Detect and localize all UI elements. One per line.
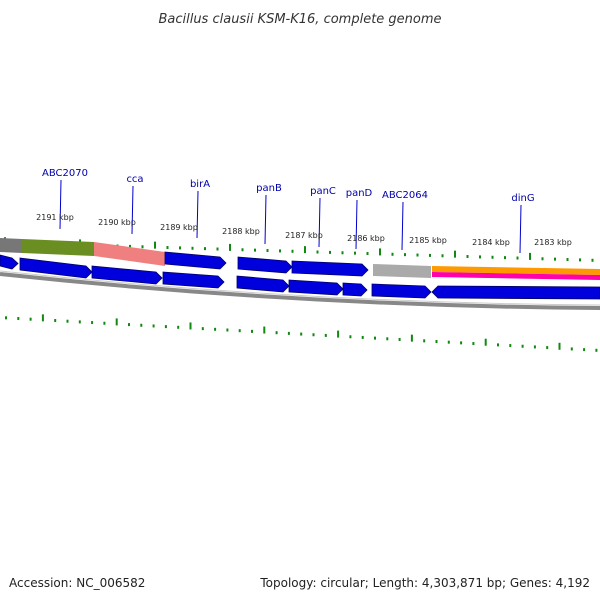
gene-lower-2 xyxy=(91,265,163,285)
kbp-label: 2191 kbp xyxy=(36,213,74,222)
gene-label-abc2070: ABC2070 xyxy=(42,168,88,179)
label-line-ding xyxy=(519,204,522,254)
kbp-label: 2185 kbp xyxy=(409,236,447,245)
label-line-cca xyxy=(131,185,134,235)
label-line-panb xyxy=(264,194,267,245)
gene-track xyxy=(0,251,600,300)
label-line-pand xyxy=(355,199,358,250)
backbone-line xyxy=(0,272,600,310)
label-line-abc2070 xyxy=(59,179,62,230)
backbone-highlight xyxy=(0,270,600,306)
gene-lower-3 xyxy=(162,271,225,289)
kbp-label: 2183 kbp xyxy=(534,238,572,247)
kbp-label: 2184 kbp xyxy=(472,238,510,247)
feature-gray-left xyxy=(0,238,22,253)
inner-tick-track xyxy=(5,314,598,352)
accession-text: Accession: NC_006582 xyxy=(9,576,146,590)
gene-label-lines xyxy=(59,179,522,254)
label-line-abc2064 xyxy=(401,201,404,251)
gene-labels: ABC2070 cca birA panB panC panD ABC2064 dinG xyxy=(42,168,535,204)
gene-birA-upper xyxy=(164,251,227,270)
feature-track xyxy=(0,238,600,280)
kbp-labels: 2191 kbp 2190 kbp 2189 kbp 2188 kbp 2187 kbp… xyxy=(36,213,572,247)
kbp-label: 2188 kbp xyxy=(222,227,260,236)
gene-dinG xyxy=(431,285,600,300)
gene-panC-upper xyxy=(291,260,369,277)
gene-lower-6 xyxy=(342,282,368,297)
gene-label-pand: panD xyxy=(346,188,373,199)
gene-label-ding: dinG xyxy=(511,193,534,204)
feature-green xyxy=(22,239,94,256)
gene-label-bira: birA xyxy=(190,179,210,190)
gene-lower-5 xyxy=(288,279,344,296)
label-line-bira xyxy=(196,190,199,239)
feature-magenta xyxy=(432,272,600,280)
label-line-panc xyxy=(318,197,321,248)
gene-label-abc2064: ABC2064 xyxy=(382,190,428,201)
gene-label-panb: panB xyxy=(256,183,282,194)
genome-summary-text: Topology: circular; Length: 4,303,871 bp… xyxy=(260,576,590,590)
gene-panB-upper xyxy=(237,256,293,274)
gene-lower-1 xyxy=(19,257,93,279)
kbp-label: 2189 kbp xyxy=(160,223,198,232)
feature-pink xyxy=(94,242,165,266)
map-title: Bacillus clausii KSM-K16, complete genom… xyxy=(158,12,441,27)
gene-lower-4 xyxy=(236,275,290,293)
gene-left-upper xyxy=(0,254,19,270)
gene-label-cca: cca xyxy=(126,174,143,185)
gene-lower-7 xyxy=(371,283,432,299)
kbp-label: 2186 kbp xyxy=(347,234,385,243)
backbone xyxy=(0,270,600,310)
feature-gray xyxy=(373,264,431,278)
kbp-label: 2187 kbp xyxy=(285,231,323,240)
gene-label-panc: panC xyxy=(310,186,336,197)
kbp-label: 2190 kbp xyxy=(98,218,136,227)
